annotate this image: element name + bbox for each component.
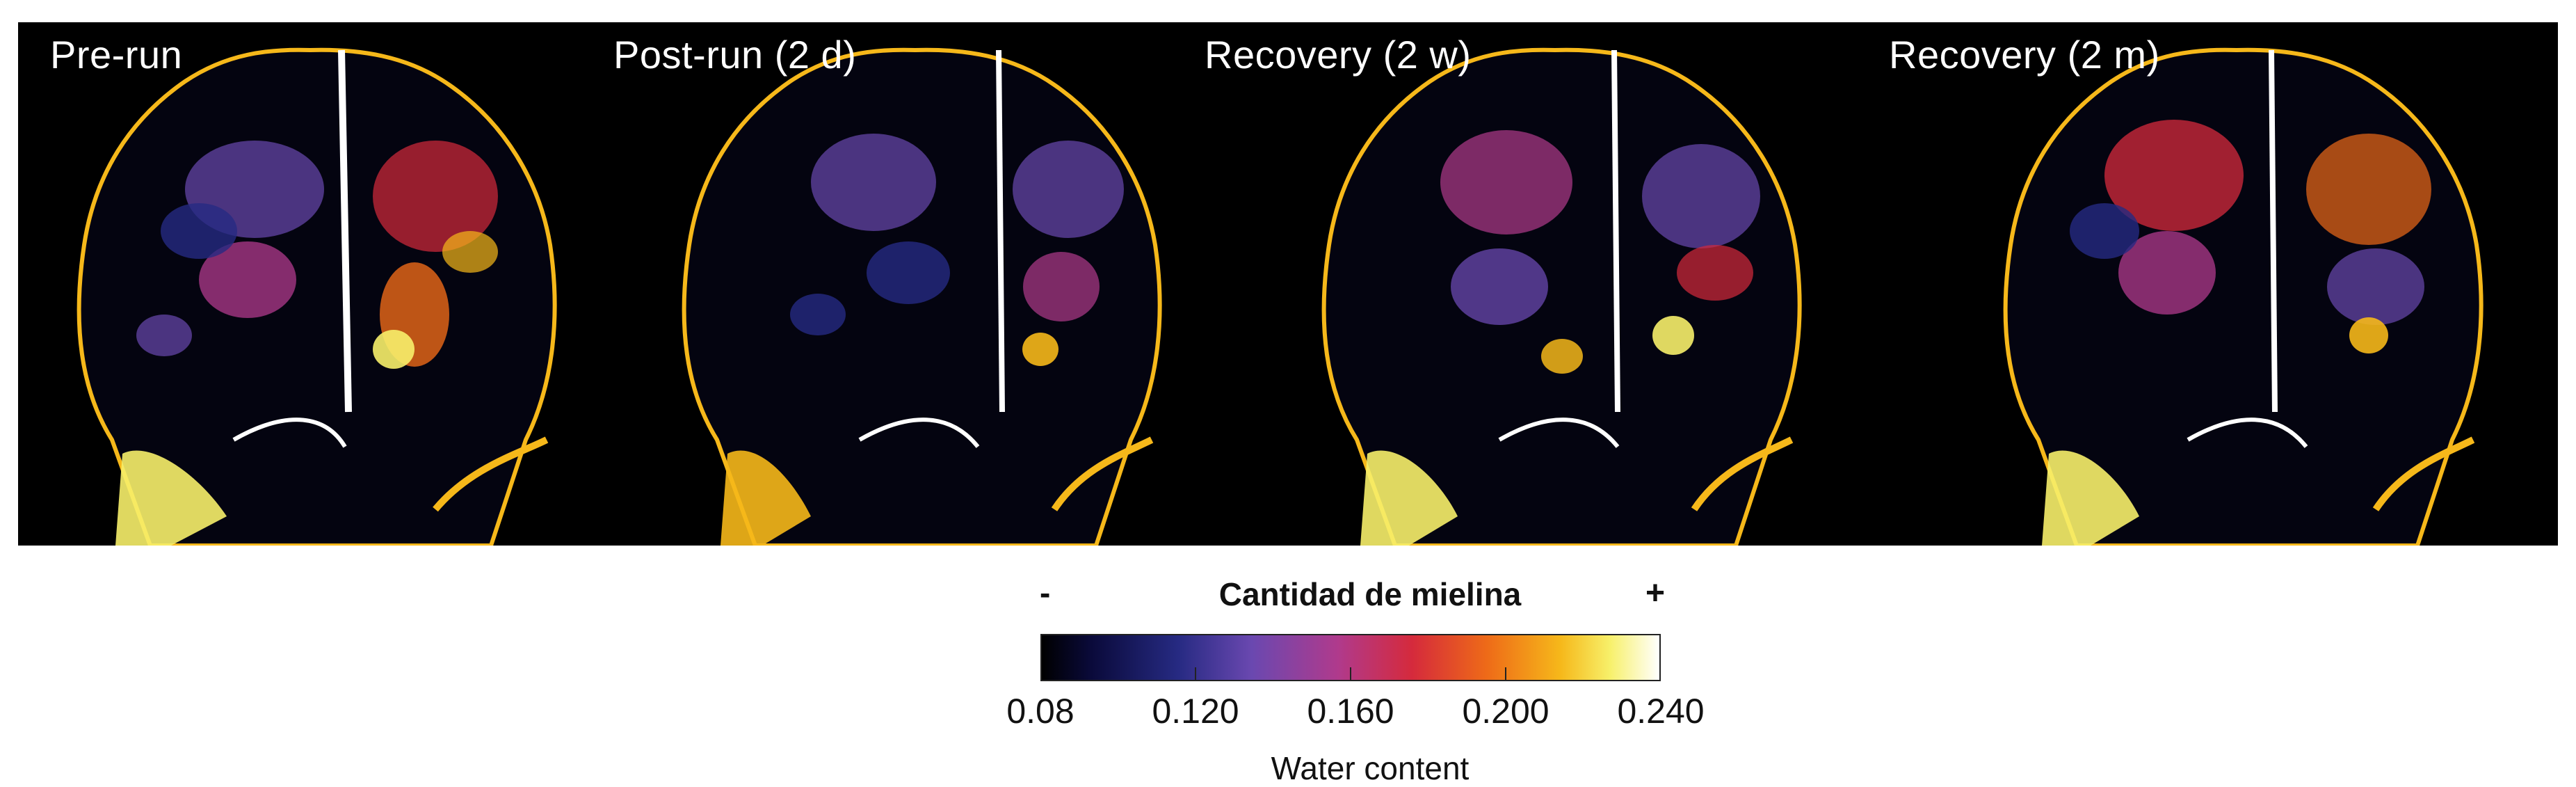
colorbar-legend: - Cantidad de mielina + 0.08 0.120 0.160… [1001, 567, 1739, 786]
mri-panel-recovery-2m: Recovery (2 m) [1840, 22, 2558, 546]
tick-mark [1350, 667, 1351, 681]
panel-label: Recovery (2 w) [1205, 33, 1472, 77]
tick-label: 0.120 [1152, 692, 1239, 731]
colorbar-title: Cantidad de mielina [1218, 576, 1522, 612]
panel-label: Recovery (2 m) [1889, 33, 2160, 77]
mri-panel-recovery-2w: Recovery (2 w) [1173, 22, 1840, 546]
brain-scan-image [1321, 47, 1802, 546]
scale-low-symbol: - [1040, 575, 1051, 611]
tick-label: 0.160 [1307, 692, 1394, 731]
panel-label: Pre-run [50, 33, 183, 77]
mri-panel-post-run-2d: Post-run (2 d) [581, 22, 1207, 546]
mri-panel-pre-run: Pre-run [18, 22, 644, 546]
brain-scan-image [77, 47, 557, 546]
tick-label: 0.240 [1617, 692, 1705, 731]
scale-high-symbol: + [1645, 575, 1666, 612]
tick-mark [1195, 667, 1196, 681]
brain-scan-image [682, 47, 1162, 546]
tick-mark [1505, 667, 1506, 681]
mri-image-strip: Pre-run Post-run (2 d) [18, 22, 2558, 546]
colorbar-units: Water content [1271, 750, 1470, 786]
tick-label: 0.08 [1006, 692, 1074, 731]
tick-label: 0.200 [1462, 692, 1549, 731]
brain-scan-image [2003, 47, 2484, 546]
panel-label: Post-run (2 d) [613, 33, 857, 77]
